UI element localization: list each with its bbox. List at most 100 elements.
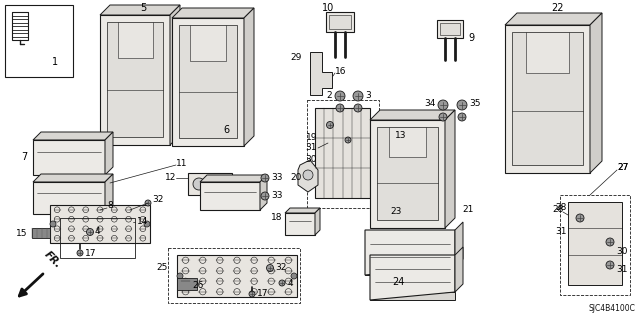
Text: 2: 2 — [326, 91, 332, 100]
Polygon shape — [32, 228, 50, 238]
Polygon shape — [388, 127, 426, 157]
Polygon shape — [172, 18, 244, 146]
Text: 27: 27 — [617, 164, 628, 173]
Circle shape — [249, 291, 255, 297]
Polygon shape — [285, 213, 315, 235]
Bar — [168, 248, 300, 303]
Polygon shape — [377, 127, 438, 220]
Circle shape — [576, 214, 584, 222]
Text: 1: 1 — [52, 57, 58, 67]
Polygon shape — [100, 5, 180, 15]
Polygon shape — [310, 52, 332, 95]
Polygon shape — [170, 5, 180, 145]
Text: 23: 23 — [390, 207, 401, 217]
Circle shape — [458, 113, 466, 121]
Circle shape — [279, 280, 285, 286]
Polygon shape — [188, 173, 232, 195]
Text: 17: 17 — [257, 290, 269, 299]
Polygon shape — [329, 15, 351, 29]
Text: 26: 26 — [192, 280, 204, 290]
Circle shape — [606, 238, 614, 246]
Text: 29: 29 — [291, 54, 302, 63]
Polygon shape — [105, 174, 113, 214]
Circle shape — [354, 104, 362, 112]
Text: 24: 24 — [392, 277, 404, 287]
Circle shape — [335, 91, 345, 101]
Polygon shape — [260, 175, 267, 210]
Circle shape — [215, 178, 227, 190]
Circle shape — [50, 221, 56, 227]
Text: 28: 28 — [552, 205, 564, 214]
Circle shape — [606, 261, 614, 269]
Bar — [560, 195, 630, 295]
Polygon shape — [370, 120, 445, 228]
Text: 14: 14 — [137, 218, 148, 226]
Polygon shape — [455, 222, 463, 267]
Text: 31: 31 — [616, 265, 627, 275]
Text: 22: 22 — [551, 3, 563, 13]
Text: 31: 31 — [556, 227, 567, 236]
Text: 8: 8 — [107, 202, 113, 211]
Circle shape — [144, 221, 150, 227]
Circle shape — [439, 113, 447, 121]
Polygon shape — [33, 140, 105, 175]
Text: SJC4B4100C: SJC4B4100C — [588, 304, 635, 313]
Circle shape — [291, 273, 297, 279]
Text: 31: 31 — [305, 144, 317, 152]
Circle shape — [77, 250, 83, 256]
Polygon shape — [33, 174, 113, 182]
Polygon shape — [326, 12, 354, 32]
Polygon shape — [365, 230, 455, 275]
Circle shape — [193, 178, 205, 190]
Polygon shape — [568, 202, 622, 285]
Polygon shape — [190, 25, 226, 61]
Text: 6: 6 — [223, 125, 229, 135]
Polygon shape — [590, 13, 602, 173]
Text: 27: 27 — [617, 164, 628, 173]
Text: 28: 28 — [556, 204, 567, 212]
Text: 16: 16 — [335, 68, 346, 77]
Circle shape — [145, 200, 151, 206]
Text: 15: 15 — [15, 228, 27, 238]
Text: FR.: FR. — [42, 249, 63, 270]
Text: 32: 32 — [152, 196, 163, 204]
Polygon shape — [285, 208, 320, 213]
Polygon shape — [105, 132, 113, 175]
Circle shape — [345, 137, 351, 143]
Text: 13: 13 — [395, 130, 406, 139]
Bar — [5, 5, 73, 77]
Polygon shape — [437, 20, 463, 38]
Polygon shape — [107, 22, 163, 137]
Polygon shape — [526, 32, 569, 73]
Polygon shape — [177, 278, 197, 290]
Circle shape — [177, 273, 183, 279]
Polygon shape — [100, 15, 170, 145]
Polygon shape — [33, 182, 105, 214]
Text: 34: 34 — [424, 100, 436, 108]
Text: 10: 10 — [322, 3, 334, 13]
Text: 12: 12 — [164, 174, 176, 182]
Text: 30: 30 — [616, 248, 627, 256]
Polygon shape — [505, 13, 602, 25]
Polygon shape — [50, 205, 150, 243]
Circle shape — [266, 264, 273, 271]
Polygon shape — [370, 110, 455, 120]
Circle shape — [261, 174, 269, 182]
Text: 33: 33 — [271, 191, 282, 201]
Polygon shape — [445, 110, 455, 228]
Polygon shape — [298, 160, 318, 192]
Polygon shape — [179, 25, 237, 138]
Polygon shape — [365, 267, 455, 275]
Polygon shape — [512, 32, 583, 165]
Text: 4: 4 — [288, 278, 294, 287]
Circle shape — [353, 91, 363, 101]
Text: 17: 17 — [85, 249, 97, 257]
Polygon shape — [315, 208, 320, 235]
Bar — [307, 100, 379, 208]
Polygon shape — [440, 23, 460, 35]
Text: 5: 5 — [140, 3, 146, 13]
Text: 21: 21 — [462, 205, 474, 214]
Text: 25: 25 — [157, 263, 168, 272]
Text: 20: 20 — [291, 173, 302, 182]
Polygon shape — [33, 132, 113, 140]
